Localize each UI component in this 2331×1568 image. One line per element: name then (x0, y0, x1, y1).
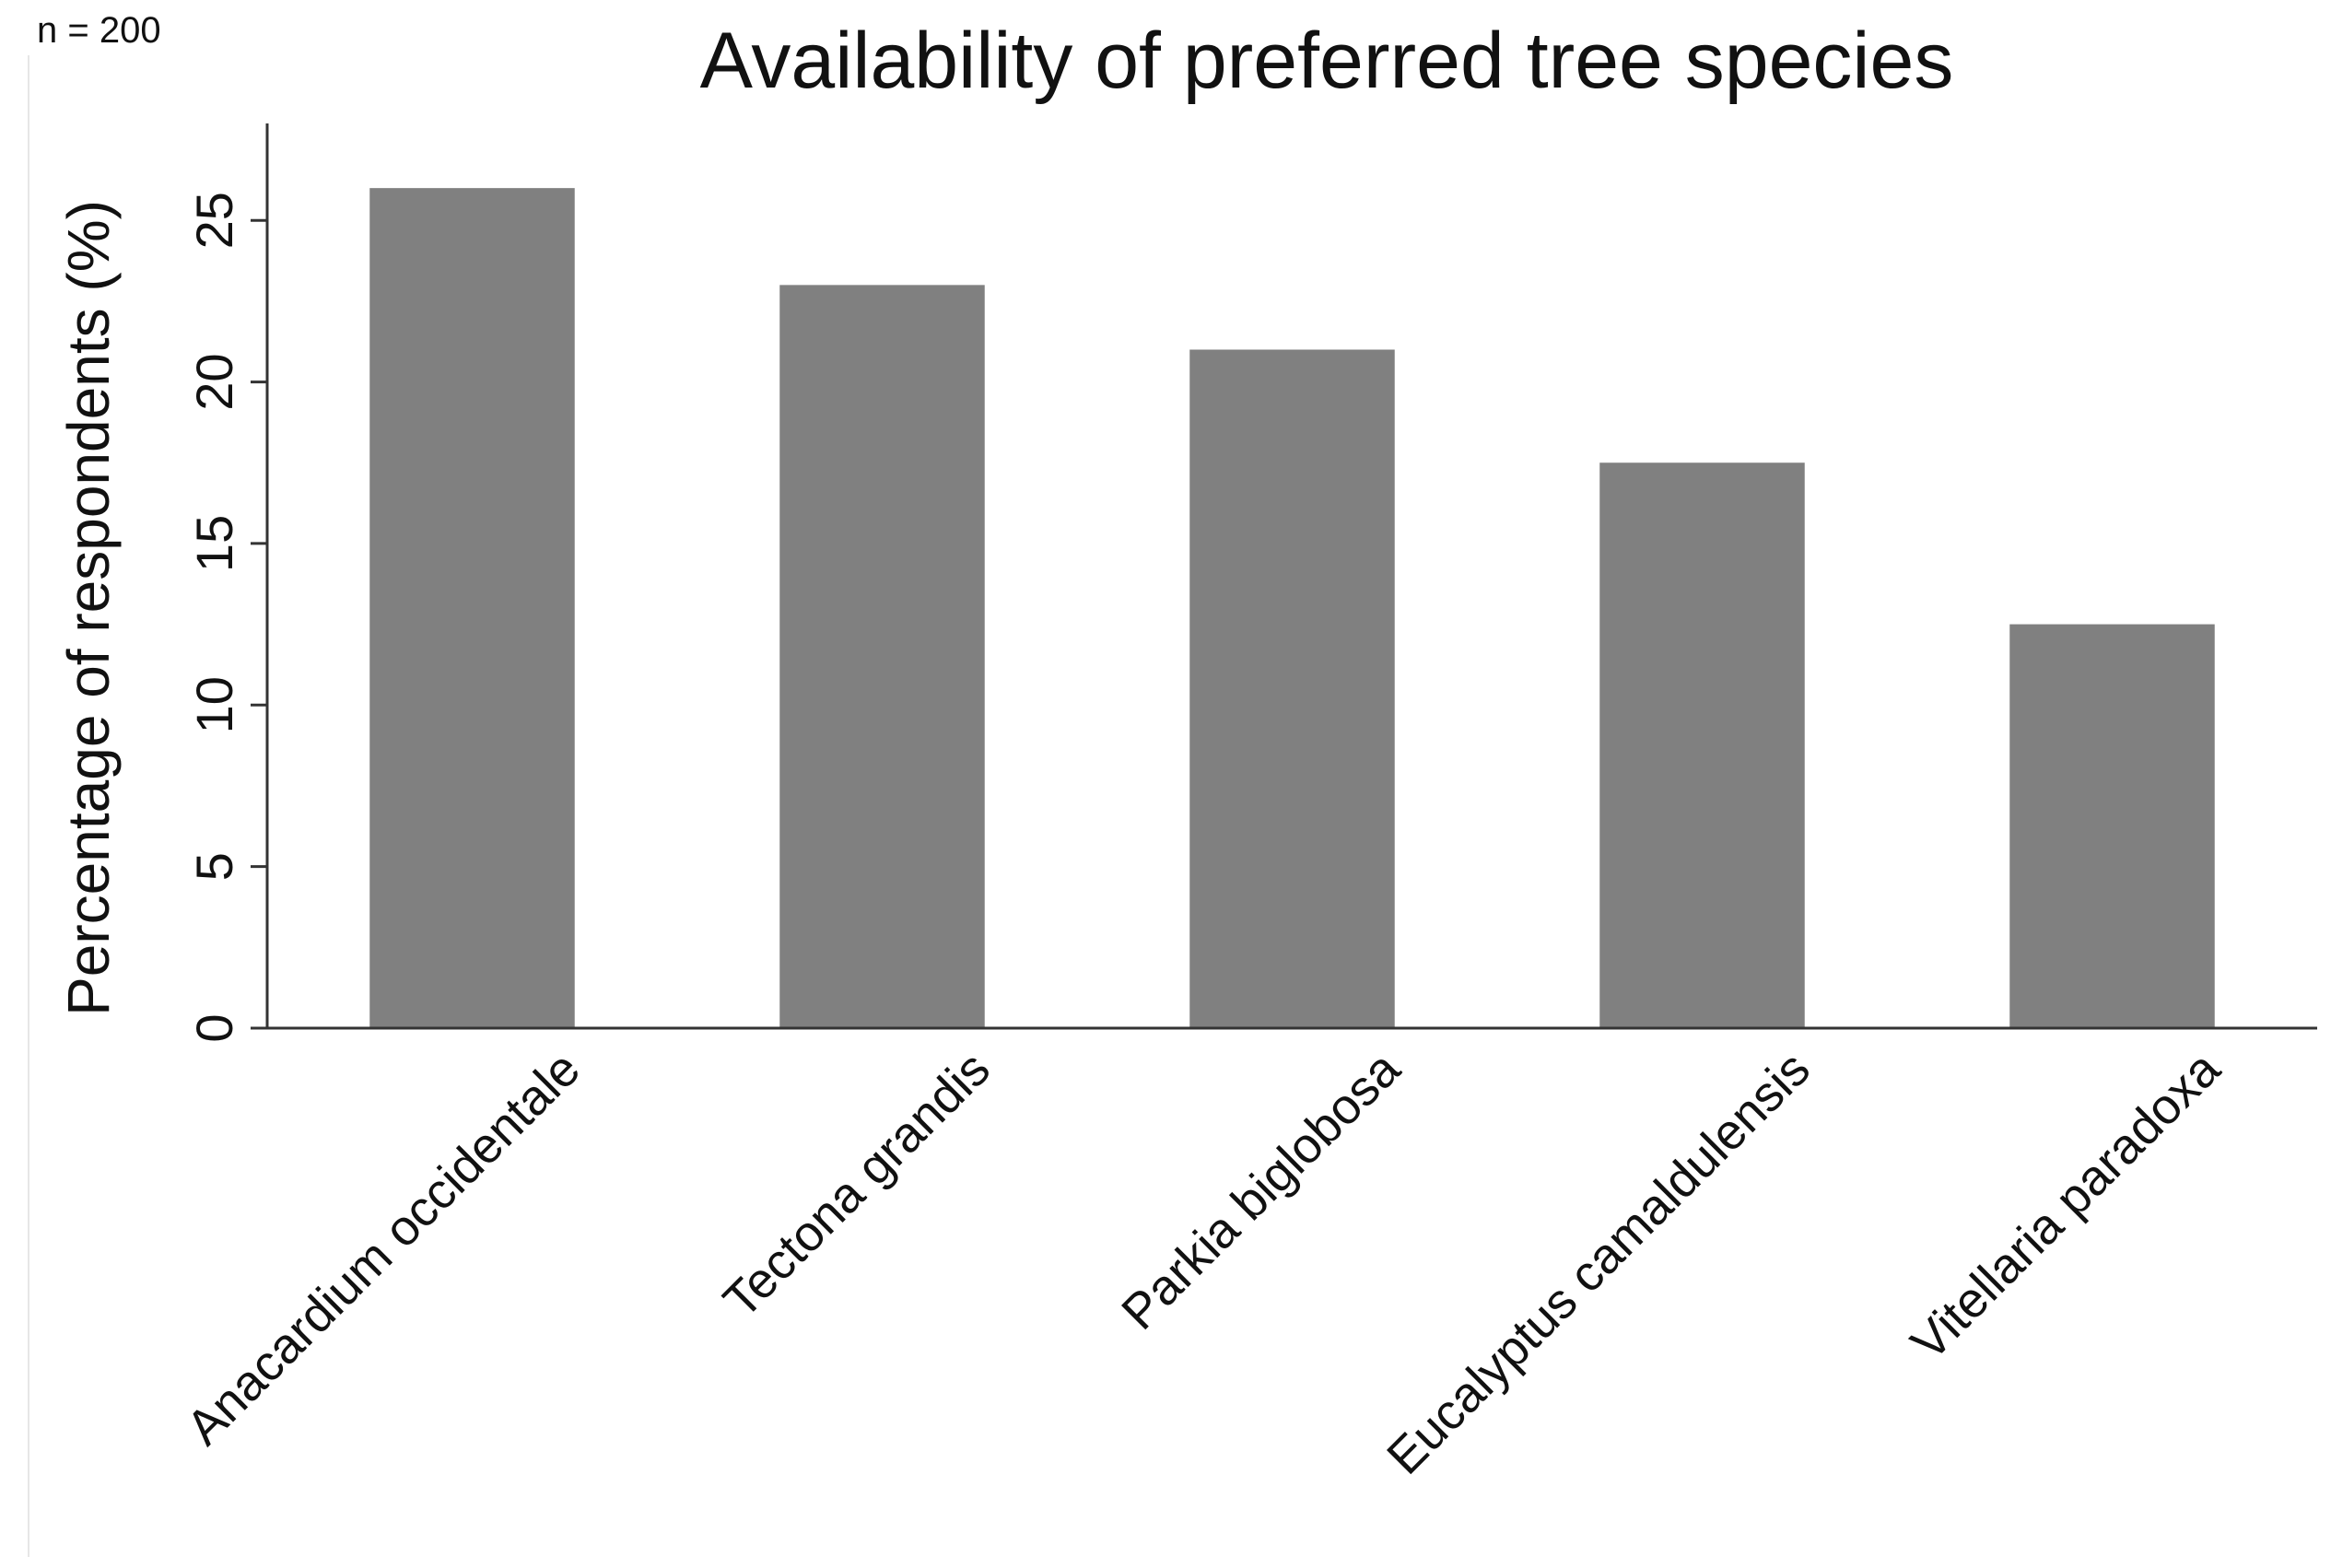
page-left-border (28, 55, 29, 1557)
bar-2 (1189, 349, 1395, 1028)
x-tick-label-2: Parkia biglobosa (1111, 1040, 1411, 1340)
y-tick-label-2: 10 (185, 676, 243, 733)
x-tick-label-0: Anacardium occidentale (176, 1041, 591, 1456)
x-tick-label-4: Vitellaria paradoxa (1901, 1040, 2231, 1371)
x-labels-layer: Anacardium occidentale Tectona grandis Par… (176, 1040, 2231, 1484)
bars-layer (369, 188, 2215, 1029)
y-tick-label-5: 25 (185, 192, 243, 249)
y-ticks-layer: 0 5 10 15 20 25 (185, 192, 267, 1043)
y-tick-label-4: 20 (185, 353, 243, 410)
bar-0 (369, 188, 575, 1029)
y-tick-label-1: 5 (185, 852, 243, 881)
axes-layer (265, 123, 2317, 1030)
sample-size-note: n = 200 (37, 10, 161, 51)
bar-4 (2009, 624, 2215, 1028)
bar-3 (1599, 462, 1805, 1028)
y-tick-label-3: 15 (185, 515, 243, 572)
y-axis-label: Percentage of respondents (%) (55, 200, 122, 1016)
x-tick-label-1: Tectona grandis (713, 1041, 1001, 1328)
x-tick-label-3: Eucalyptus camaldulensis (1376, 1041, 1821, 1485)
chart-title: Availability of preferred tree species (700, 17, 1954, 105)
y-tick-label-0: 0 (185, 1013, 243, 1042)
bar-1 (779, 285, 985, 1028)
